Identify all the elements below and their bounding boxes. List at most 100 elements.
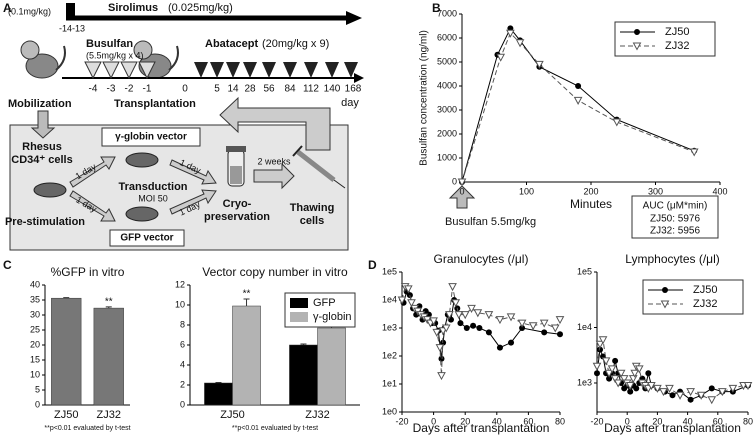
y-tick-label: 1e4: [382, 294, 397, 304]
point: [457, 320, 464, 327]
step: Cryo-: [223, 198, 252, 210]
bar: [93, 307, 124, 406]
y-tick-label: 10: [175, 299, 185, 309]
footnote: **p<0.01 evaluated by t-test: [232, 425, 318, 432]
y-tick-label: 4000: [437, 80, 457, 90]
x-tick-label: 60: [713, 416, 723, 426]
point: [743, 382, 753, 391]
annotation: Busulfan 5.5mg/kg: [445, 216, 536, 228]
point: [403, 285, 413, 294]
y-tick-label: 0: [452, 176, 457, 186]
x-tick-label: 200: [583, 186, 598, 196]
point: [435, 344, 445, 353]
point: [550, 324, 560, 333]
point: [659, 388, 668, 397]
vector: γ-globin vector: [115, 132, 187, 143]
legend-marker: [660, 300, 670, 309]
chart-title: Lymphocytes (/μl): [625, 252, 720, 266]
arrow-head: [346, 11, 362, 25]
error-bar: [63, 297, 70, 299]
point: [604, 369, 614, 378]
significance: **: [243, 289, 251, 300]
point: [717, 388, 727, 397]
y-tick-label: 2: [180, 379, 185, 389]
point: [607, 365, 617, 374]
bar: [317, 327, 346, 406]
point: [665, 384, 674, 393]
point: [610, 375, 620, 384]
panel-label: B: [432, 1, 441, 15]
step: Transduction: [118, 181, 187, 193]
x-tick-label: 80: [743, 416, 753, 426]
x-tick-label: 40: [492, 416, 502, 426]
procedure: Mobilization Transplantation Rhesus CD34…: [5, 96, 349, 251]
point: [407, 299, 416, 308]
legend-label: ZJ32: [693, 298, 717, 310]
x-tick-label: 400: [712, 186, 727, 196]
y-tick-label: 3000: [437, 104, 457, 114]
point: [598, 336, 608, 345]
x-axis-label: Minutes: [570, 197, 612, 211]
bar: [51, 297, 82, 406]
point: [601, 357, 611, 366]
x-tick-label: 80: [555, 416, 565, 426]
point: [557, 331, 563, 338]
point: [573, 96, 583, 105]
point: [628, 375, 638, 384]
auc-title: AUC (μM*min): [643, 201, 708, 212]
bar: [289, 344, 318, 406]
point: [633, 385, 640, 392]
y-tick-label: 6: [180, 339, 185, 349]
point: [625, 382, 635, 391]
day-label: -4: [89, 84, 98, 95]
y-tick-label: 0: [180, 399, 185, 409]
point: [675, 391, 685, 400]
x-tick-label: 20: [460, 416, 470, 426]
legend-label: GFP: [313, 297, 336, 309]
x-axis-label: Days after transplantation: [413, 421, 550, 435]
schedule: (0.1mg/kg) -14-13 Sirolimus (0.025mg/kg)…: [8, 2, 364, 109]
footnote: **p<0.01 evaluated by t-test: [44, 425, 130, 432]
x-tick-label: 40: [683, 416, 693, 426]
point: [687, 396, 694, 403]
legend-swatch: [290, 312, 308, 322]
legend-box: [642, 279, 744, 315]
day-label: 28: [244, 84, 256, 95]
y-tick-label: 40: [30, 279, 40, 289]
step: Mobilization: [8, 98, 72, 110]
y-tick-label: 10: [30, 369, 40, 379]
y-tick-label: 4: [180, 359, 185, 369]
point: [448, 283, 457, 292]
bar: [232, 305, 261, 406]
chart-title: Vector copy number in vitro: [202, 265, 348, 279]
point: [597, 346, 604, 353]
y-axis-label: Busulfan concentration (ng/ml): [419, 30, 430, 166]
point: [555, 316, 565, 325]
legend-swatch: [290, 298, 308, 308]
point: [484, 311, 494, 320]
point: [470, 322, 477, 329]
y-tick-label: 35: [30, 294, 40, 304]
error-bar: [243, 298, 250, 306]
y-tick-label: 0: [35, 399, 40, 409]
moi: MOI 50: [138, 193, 168, 203]
point: [634, 365, 644, 374]
step: cells: [300, 215, 324, 227]
point: [467, 304, 476, 313]
x-tick-label: ZJ32: [305, 409, 329, 421]
point: [630, 369, 640, 378]
day-label: 168: [345, 84, 362, 95]
panel-label: C: [3, 258, 12, 272]
point: [616, 369, 626, 378]
point: [519, 325, 526, 331]
days: -14-13: [59, 23, 85, 33]
x-tick-label: -20: [590, 416, 603, 426]
x-tick-label: 0: [625, 416, 630, 426]
day-label: 5: [214, 84, 220, 95]
point: [708, 385, 715, 392]
point: [506, 313, 516, 322]
point: [696, 391, 706, 400]
step: Pre-stimulation: [5, 216, 85, 228]
y-tick-label: 1e3: [577, 377, 592, 387]
